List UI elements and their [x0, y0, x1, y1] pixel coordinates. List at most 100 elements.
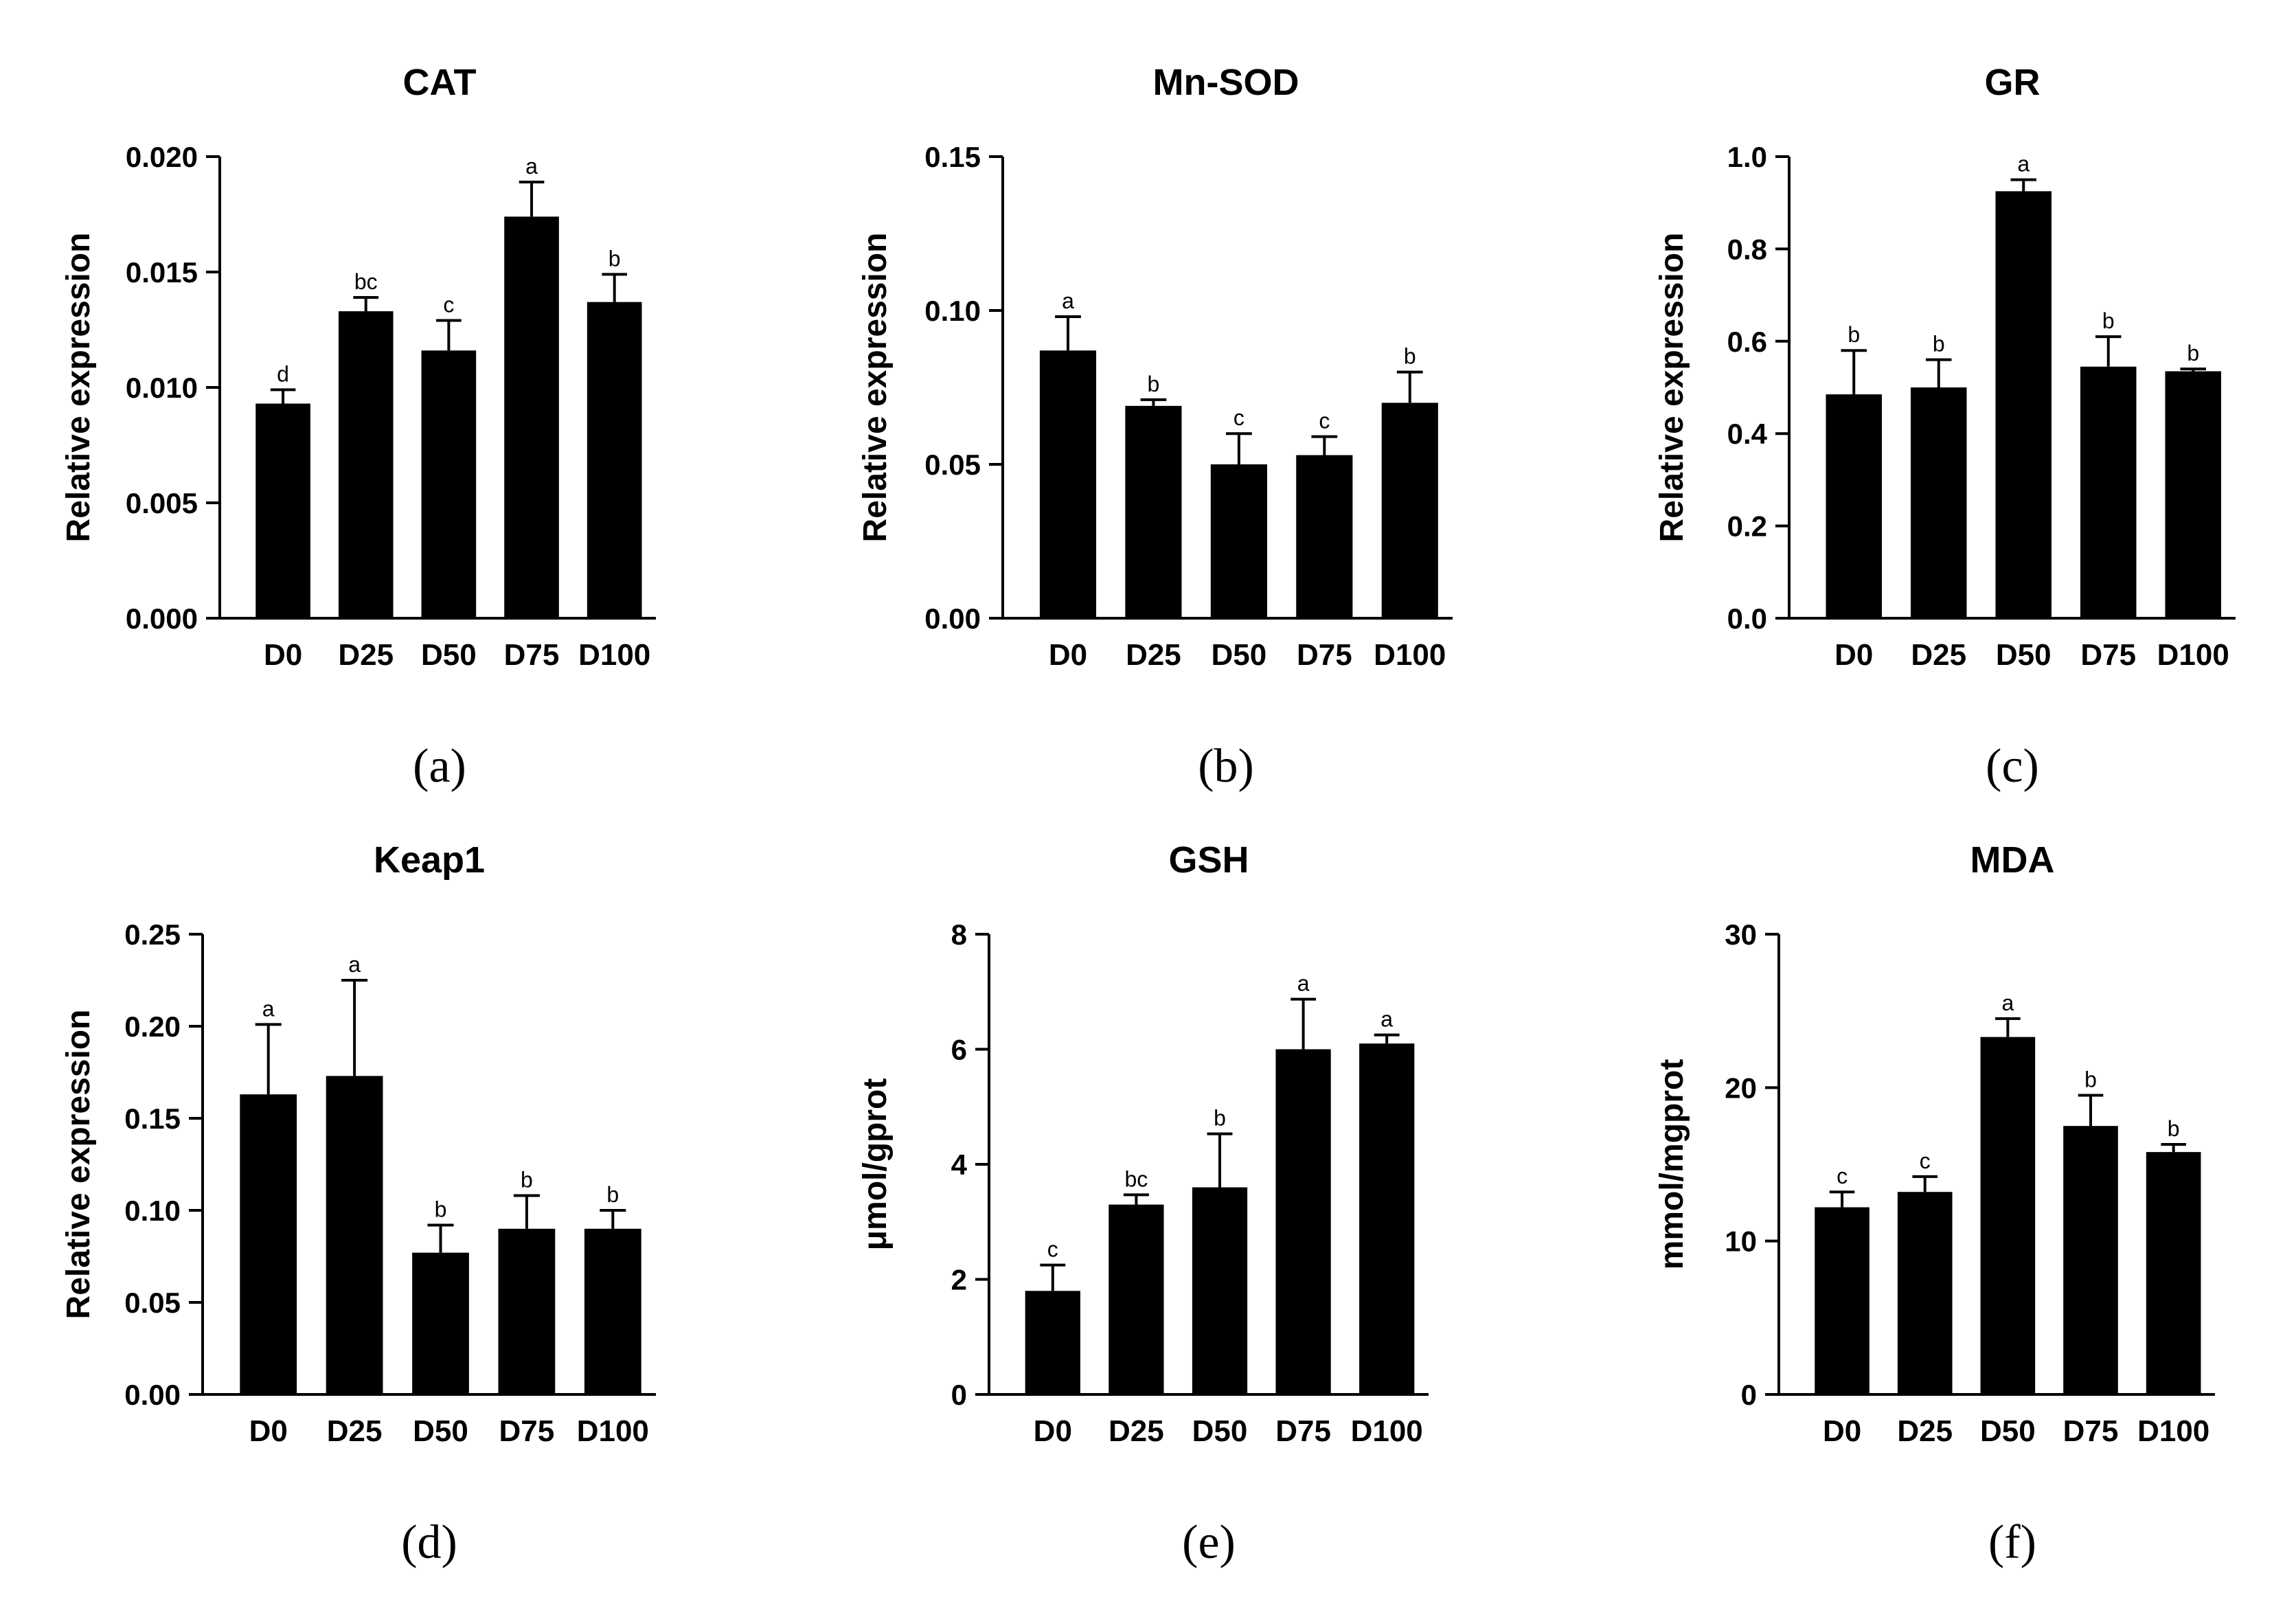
chart-title: Keap1: [374, 839, 485, 881]
x-tick-label-D50: D50: [1212, 638, 1267, 672]
significance-label-D50: c: [443, 293, 454, 317]
bar-D0: [1815, 1207, 1869, 1394]
bar-D25: [1109, 1204, 1164, 1394]
x-tick-label-D100: D100: [578, 638, 650, 672]
bar-D25: [1125, 405, 1182, 618]
significance-label-D75: b: [2084, 1067, 2097, 1092]
x-tick-label-D25: D25: [1109, 1414, 1164, 1448]
panel-label: (b): [1198, 740, 1254, 793]
y-axis-label: mmol/mgprot: [1654, 1059, 1690, 1270]
y-tick-label: 8: [951, 918, 967, 951]
y-tick-label: 0.20: [124, 1010, 181, 1043]
significance-label-D100: b: [609, 246, 621, 271]
bar-D50: [421, 350, 477, 618]
x-tick-label-D0: D0: [1823, 1414, 1861, 1448]
chart-panel-6: MDA mmol/mgprot 0 10 20 30 c D0 c D25 a D50 b D75 b D10…: [1654, 839, 2215, 1569]
chart-panel-4: Keap1 Relative expression 0.00 0.05 0.10 0.15…: [60, 839, 656, 1569]
bar-D50: [412, 1252, 469, 1394]
y-tick-label: 0.05: [124, 1287, 181, 1319]
bar-D75: [2080, 366, 2137, 618]
x-tick-label-D75: D75: [1297, 638, 1352, 672]
significance-label-D50: a: [2001, 991, 2014, 1015]
y-tick-label: 0.10: [924, 295, 981, 327]
x-tick-label-D100: D100: [1351, 1414, 1423, 1448]
x-tick-label-D75: D75: [2063, 1414, 2119, 1448]
bar-D0: [1039, 350, 1097, 618]
y-axis-label: Relative expression: [857, 233, 894, 543]
bar-D100: [587, 302, 642, 618]
chart-panel-2: Mn-SOD Relative expression 0.00 0.05 0.10 0.1…: [857, 62, 1453, 793]
significance-label-D25: bc: [1125, 1166, 1148, 1191]
bar-D75: [1275, 1049, 1331, 1394]
x-tick-label-D50: D50: [1192, 1414, 1248, 1448]
bar-D25: [338, 311, 394, 618]
chart-title: GSH: [1168, 839, 1249, 881]
x-tick-label-D0: D0: [264, 638, 302, 672]
x-tick-label-D0: D0: [1034, 1414, 1072, 1448]
significance-label-D25: a: [348, 952, 361, 977]
x-tick-label-D0: D0: [249, 1414, 288, 1448]
bar-D25: [1910, 387, 1967, 618]
significance-label-D100: b: [606, 1182, 619, 1207]
x-tick-label-D50: D50: [1996, 638, 2051, 672]
x-tick-label-D50: D50: [413, 1414, 468, 1448]
significance-label-D0: d: [277, 361, 289, 386]
x-tick-label-D75: D75: [504, 638, 560, 672]
x-tick-label-D50: D50: [1980, 1414, 2036, 1448]
x-tick-label-D25: D25: [1911, 638, 1966, 672]
bar-D0: [1025, 1291, 1080, 1394]
significance-label-D25: b: [1933, 332, 1945, 357]
y-tick-label: 0: [951, 1379, 967, 1411]
significance-label-D0: a: [1062, 289, 1074, 313]
panel-label: (d): [401, 1516, 457, 1569]
x-tick-label-D75: D75: [2080, 638, 2136, 672]
y-tick-label: 10: [1725, 1225, 1757, 1258]
x-tick-label-D100: D100: [1374, 638, 1446, 672]
x-tick-label-D0: D0: [1834, 638, 1873, 672]
chart-title: CAT: [403, 62, 477, 103]
x-tick-label-D25: D25: [1897, 1414, 1953, 1448]
y-tick-label: 0.0: [1727, 602, 1767, 635]
y-tick-label: 0.00: [924, 602, 981, 635]
bar-D0: [1826, 394, 1883, 618]
y-tick-label: 0.00: [124, 1379, 181, 1411]
y-tick-label: 0.6: [1727, 326, 1767, 358]
chart-title: MDA: [1970, 839, 2055, 881]
significance-label-D50: b: [435, 1197, 447, 1221]
chart-panel-1: CAT Relative expression 0.000 0.005 0.010 0.0…: [60, 62, 656, 793]
significance-label-D0: b: [1848, 322, 1860, 347]
bar-D25: [326, 1076, 383, 1394]
significance-label-D100: b: [1404, 344, 1416, 369]
x-tick-label-D75: D75: [1275, 1414, 1331, 1448]
y-tick-label: 2: [951, 1264, 967, 1296]
y-tick-label: 0.005: [126, 487, 198, 519]
y-tick-label: 0.25: [124, 918, 181, 951]
panel-label: (e): [1182, 1516, 1236, 1569]
x-tick-label-D0: D0: [1049, 638, 1087, 672]
y-tick-label: 0.020: [126, 141, 198, 173]
y-axis-label: Relative expression: [60, 1010, 97, 1320]
x-tick-label-D100: D100: [2137, 1414, 2209, 1448]
y-tick-label: 0.015: [126, 256, 198, 289]
bar-D50: [1995, 191, 2052, 618]
panel-label: (f): [1988, 1516, 2036, 1569]
x-tick-label-D100: D100: [2157, 638, 2229, 672]
bar-D75: [498, 1228, 556, 1394]
y-tick-label: 1.0: [1727, 141, 1767, 173]
y-tick-label: 0.8: [1727, 233, 1767, 265]
panel-label: (c): [1986, 740, 2039, 793]
significance-label-D75: a: [1297, 971, 1310, 996]
significance-label-D25: b: [1148, 372, 1160, 396]
x-tick-label-D25: D25: [327, 1414, 383, 1448]
bar-D75: [1296, 455, 1353, 618]
x-tick-label-D25: D25: [338, 638, 394, 672]
y-tick-label: 0.010: [126, 372, 198, 404]
significance-label-D50: c: [1234, 405, 1244, 430]
y-tick-label: 0.000: [126, 602, 198, 635]
y-axis-label: Relative expression: [60, 233, 97, 543]
y-tick-label: 0.15: [124, 1102, 181, 1135]
significance-label-D0: c: [1837, 1164, 1848, 1188]
chart-panel-3: GR Relative expression 0.0 0.2 0.4 0.6 0.8 1.0 b…: [1654, 62, 2236, 793]
significance-label-D100: a: [1380, 1007, 1393, 1032]
